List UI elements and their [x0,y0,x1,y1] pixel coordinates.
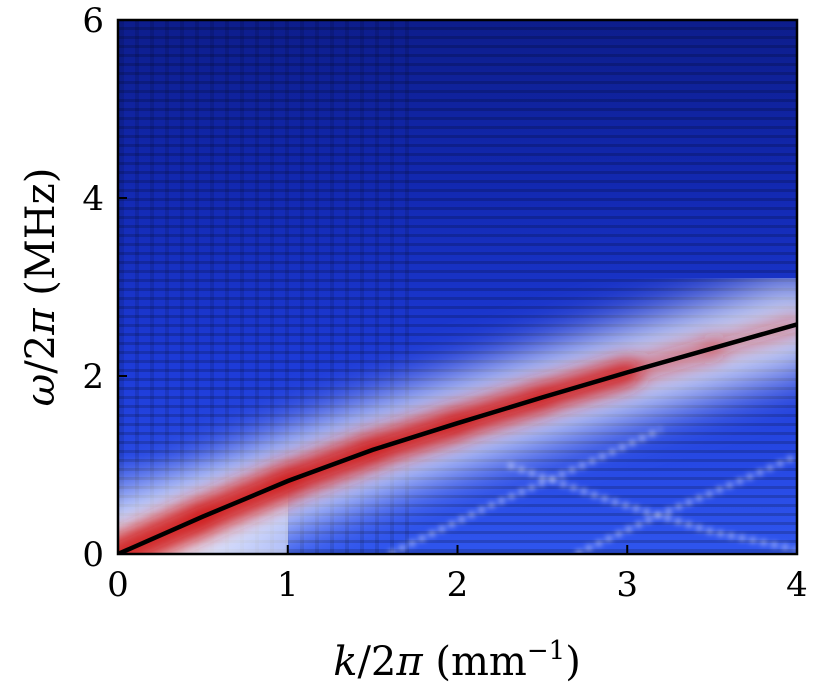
x-tick-label: 2 [447,565,469,605]
dispersion-curve [118,322,797,554]
y-axis-ticks: 0 2 4 6 [82,1,127,575]
secondary-branch-1 [575,453,797,554]
y-axis-label: ω/2π (MHz) [18,168,64,407]
heatmap [118,20,797,554]
x-tick-label: 0 [107,565,129,605]
secondary-branch-2 [507,462,797,552]
y-tick-label: 6 [82,1,104,41]
y-tick-label: 0 [82,535,104,575]
x-axis-label: k/2π (mm−1) [333,636,581,685]
heatmap-secondary-branches [388,427,797,554]
x-tick-label: 4 [786,565,808,605]
x-axis-ticks: 0 1 2 3 4 [107,545,808,605]
x-tick-label: 1 [277,565,299,605]
y-tick-label: 2 [82,357,104,397]
x-tick-label: 3 [616,565,638,605]
y-tick-label: 4 [82,179,104,219]
secondary-branch-0 [388,427,663,554]
